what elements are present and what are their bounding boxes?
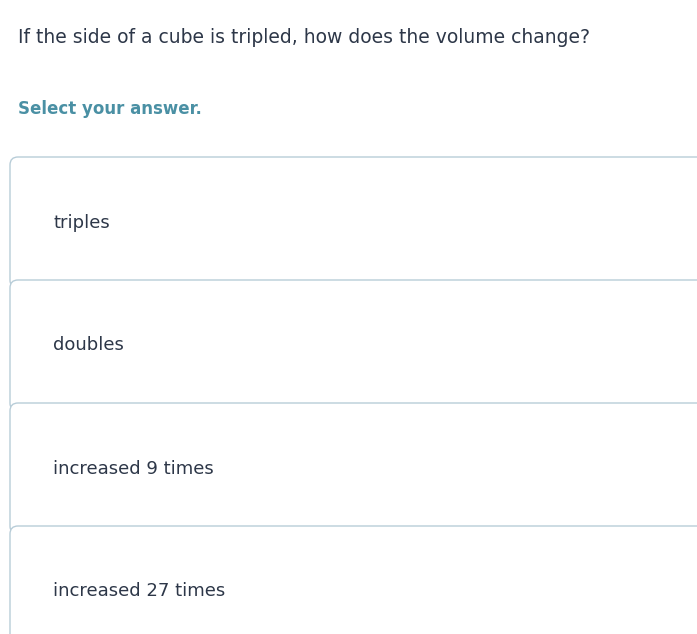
FancyBboxPatch shape [10,157,697,288]
FancyBboxPatch shape [10,526,697,634]
Text: doubles: doubles [53,337,124,354]
Text: triples: triples [53,214,109,231]
Text: increased 9 times: increased 9 times [53,460,214,477]
FancyBboxPatch shape [10,280,697,411]
Text: If the side of a cube is tripled, how does the volume change?: If the side of a cube is tripled, how do… [18,28,590,47]
Text: Select your answer.: Select your answer. [18,100,202,118]
Text: increased 27 times: increased 27 times [53,583,225,600]
FancyBboxPatch shape [10,403,697,534]
